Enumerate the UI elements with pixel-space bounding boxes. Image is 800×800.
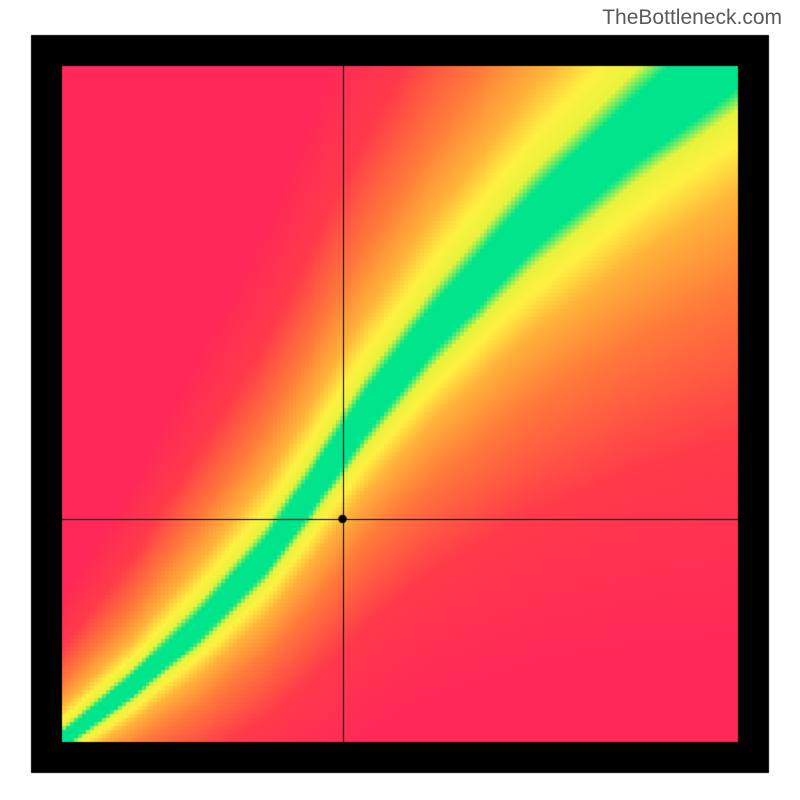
attribution-text: TheBottleneck.com <box>602 6 782 30</box>
chart-container: TheBottleneck.com <box>0 0 800 800</box>
heatmap-canvas <box>0 0 800 800</box>
